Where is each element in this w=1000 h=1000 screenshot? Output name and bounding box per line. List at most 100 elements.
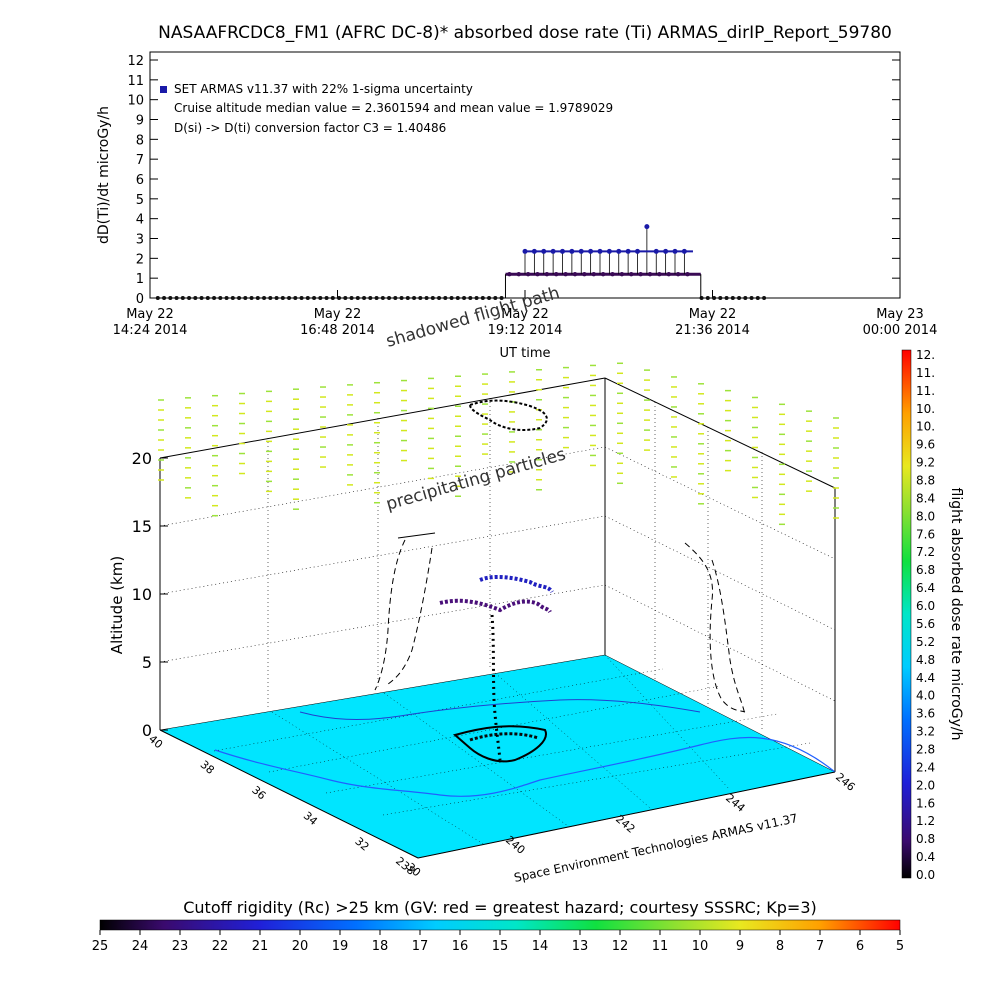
data-point-zero xyxy=(712,296,717,300)
top-y-tick-label: 0 xyxy=(136,292,144,307)
dose-colorbar-label: flight absorbed dose rate microGy/h xyxy=(948,488,964,741)
data-point-zero xyxy=(318,296,323,300)
data-point-zero xyxy=(737,296,742,300)
top-x-tick-time: 19:12 2014 xyxy=(488,323,563,338)
data-point-zero xyxy=(368,296,373,300)
dose-colorbar-tick-label: 7.2 xyxy=(916,545,935,559)
data-point-zero xyxy=(337,296,342,300)
altitude-tick-label: 15 xyxy=(132,517,152,536)
note-conversion-factor: D(si) -> D(ti) conversion factor C3 = 1.… xyxy=(174,121,446,135)
top-y-tick-label: 8 xyxy=(136,133,144,148)
data-point-zero xyxy=(743,296,748,300)
data-point-zero xyxy=(287,296,292,300)
rigidity-colorbar-tick-label: 12 xyxy=(612,939,629,954)
flight-path-segment xyxy=(397,532,436,539)
flight-track-shadow-top xyxy=(468,399,548,431)
precipitation-field xyxy=(158,362,839,526)
dose-colorbar-tick-label: 10. xyxy=(916,420,935,434)
data-point-lower xyxy=(516,272,521,277)
dose-colorbar-tick-label: 4.0 xyxy=(916,689,935,703)
dose-colorbar-tick-label: 8.8 xyxy=(916,474,935,488)
data-point-lower xyxy=(544,272,550,277)
top-y-tick-label: 4 xyxy=(136,213,144,228)
data-point-zero xyxy=(199,296,204,300)
top-x-tick-date: May 22 xyxy=(314,307,362,322)
data-point-lower xyxy=(629,272,634,277)
latitude-tick-label: 34 xyxy=(301,809,320,828)
data-point-zero xyxy=(749,296,754,300)
data-point-zero xyxy=(499,296,504,300)
rigidity-colorbar-tick-label: 9 xyxy=(736,939,744,954)
data-point-zero xyxy=(487,296,492,300)
data-point-zero xyxy=(330,296,335,300)
top-y-tick-label: 1 xyxy=(136,272,144,287)
rigidity-colorbar-ticks: 25 24 23 22 21 20 19 18 17 16 15 14 13 12 11 10 9 8 7 6 5 xyxy=(92,930,904,954)
dose-colorbar-tick-label: 0.4 xyxy=(916,850,935,864)
data-point-lower xyxy=(535,272,540,277)
top-y-tick-label: 5 xyxy=(136,193,144,208)
top-y-tick-label: 6 xyxy=(136,173,144,188)
top-x-axis-label: UT time xyxy=(500,346,551,361)
data-point-zero xyxy=(305,296,310,300)
data-point-zero xyxy=(205,296,210,300)
flight-path-projection-right xyxy=(684,542,746,713)
data-point-zero xyxy=(393,296,398,300)
data-point-zero xyxy=(355,296,360,300)
dose-colorbar-tick-label: 3.2 xyxy=(916,725,935,739)
wall-grid xyxy=(159,398,836,732)
dose-colorbar-tick-label: 9.6 xyxy=(916,438,935,452)
data-point-lower xyxy=(619,272,625,277)
data-point-lower xyxy=(675,272,681,277)
longitude-tick-label: 244 xyxy=(723,791,747,814)
rigidity-colorbar-title: Cutoff rigidity (Rc) >25 km (GV: red = g… xyxy=(183,898,817,917)
dose-colorbar-tick-label: 11. xyxy=(916,366,935,380)
rigidity-colorbar-tick-label: 18 xyxy=(372,939,389,954)
data-point-zero xyxy=(437,296,442,300)
front-edge-right xyxy=(417,771,836,859)
data-point-zero xyxy=(187,296,192,300)
altitude-tick-label: 0 xyxy=(142,721,152,740)
data-point-zero xyxy=(274,296,279,300)
coastline xyxy=(214,736,836,797)
data-point-zero xyxy=(699,296,704,300)
rigidity-colorbar-tick-label: 10 xyxy=(692,939,709,954)
latitude-tick-label: 36 xyxy=(249,784,268,803)
data-point-zero xyxy=(455,296,460,300)
rigidity-colorbar-tick-label: 24 xyxy=(132,939,149,954)
dose-colorbar-tick-label: 8.4 xyxy=(916,491,935,505)
data-point-lower xyxy=(554,272,559,277)
dose-colorbar-tick-label: 1.6 xyxy=(916,796,935,810)
back-edge-top-left xyxy=(159,377,606,459)
data-point-zero xyxy=(249,296,254,300)
data-point-lower xyxy=(647,272,653,277)
dose-colorbar-tick-label: 5.6 xyxy=(916,617,935,631)
dose-colorbar-tick-label: 3.6 xyxy=(916,707,935,721)
data-point-lower xyxy=(666,272,671,277)
dose-rate-series xyxy=(155,224,767,300)
dose-colorbar-tick-label: 6.4 xyxy=(916,581,935,595)
dose-colorbar-tick-label: 11. xyxy=(916,384,935,398)
dose-colorbar-tick-label: 6.0 xyxy=(916,599,935,613)
back-edge-top-right xyxy=(604,377,836,489)
dose-colorbar-tick-label: 1.2 xyxy=(916,814,935,828)
flight-track-cruise-lower xyxy=(439,598,552,614)
data-point-lower xyxy=(507,272,512,277)
data-point-zero xyxy=(193,296,198,300)
dose-colorbar-tick-label: 10. xyxy=(916,402,935,416)
data-point-zero xyxy=(299,296,304,300)
rigidity-colorbar-tick-label: 20 xyxy=(292,939,309,954)
top-x-tick-time: 00:00 2014 xyxy=(863,323,938,338)
dose-colorbar-gradient xyxy=(901,349,912,879)
rigidity-colorbar-tick-label: 16 xyxy=(452,939,469,954)
top-y-axis-label: dD(Ti)/dt microGy/h xyxy=(96,106,112,244)
data-point-lower xyxy=(525,272,531,277)
altitude-tick-label: 10 xyxy=(132,585,152,604)
dose-colorbar-tick-label: 4.8 xyxy=(916,653,935,667)
data-point-zero xyxy=(430,296,435,300)
data-point-zero xyxy=(312,296,317,300)
top-y-tick-label: 11 xyxy=(127,74,144,89)
top-x-tick-time: 14:24 2014 xyxy=(113,323,188,338)
